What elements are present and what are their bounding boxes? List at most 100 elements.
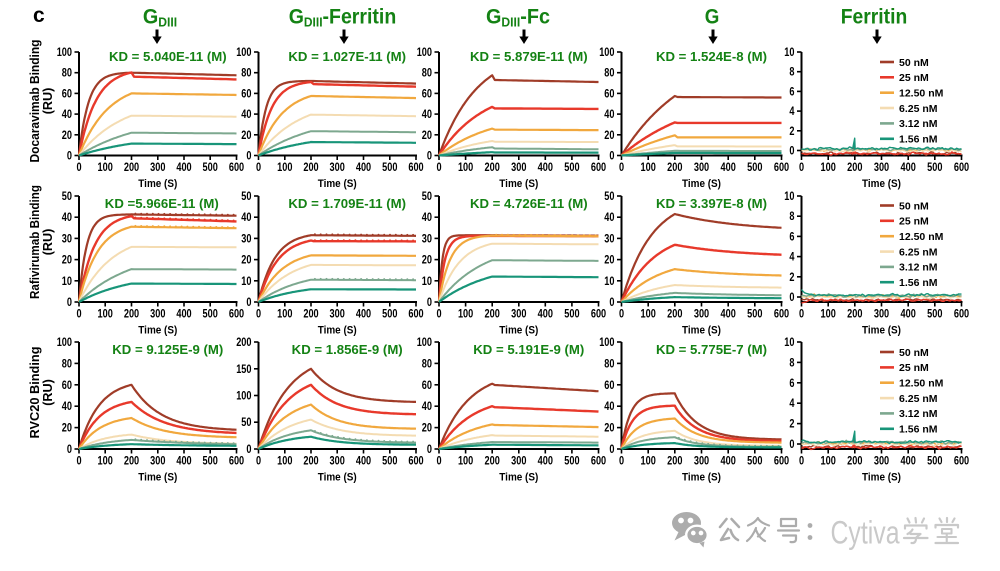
svg-text:Time (S): Time (S) xyxy=(318,178,357,190)
svg-text:600: 600 xyxy=(408,454,423,467)
svg-text:Time (S): Time (S) xyxy=(862,324,901,336)
svg-text:3.12 nM: 3.12 nM xyxy=(899,408,938,420)
svg-text:0: 0 xyxy=(246,443,251,456)
svg-text:200: 200 xyxy=(847,161,862,174)
svg-text:400: 400 xyxy=(176,454,191,467)
svg-text:c: c xyxy=(33,4,45,27)
svg-text:KD = 5.191E-9 (M): KD = 5.191E-9 (M) xyxy=(473,342,584,357)
svg-text:300: 300 xyxy=(694,454,709,467)
svg-text:80: 80 xyxy=(604,357,614,370)
svg-text:40: 40 xyxy=(62,108,72,121)
svg-text:100: 100 xyxy=(458,454,473,467)
svg-text:500: 500 xyxy=(382,161,397,174)
svg-text:KD = 3.397E-8 (M): KD = 3.397E-8 (M) xyxy=(656,196,767,211)
svg-text:600: 600 xyxy=(229,454,244,467)
svg-text:0: 0 xyxy=(76,161,81,174)
svg-text:0: 0 xyxy=(609,443,614,456)
svg-text:4: 4 xyxy=(789,105,795,118)
svg-text:2: 2 xyxy=(789,418,794,431)
svg-text:80: 80 xyxy=(62,357,72,370)
svg-text:500: 500 xyxy=(203,161,218,174)
svg-text:10: 10 xyxy=(62,275,72,288)
svg-text:0: 0 xyxy=(246,150,251,163)
svg-text:200: 200 xyxy=(124,161,139,174)
svg-text:0: 0 xyxy=(436,454,441,467)
svg-text:0: 0 xyxy=(67,150,72,163)
svg-text:60: 60 xyxy=(62,379,72,392)
svg-text:0: 0 xyxy=(789,291,794,304)
svg-text:400: 400 xyxy=(721,161,736,174)
svg-text:0: 0 xyxy=(619,454,624,467)
svg-text:KD = 4.726E-11 (M): KD = 4.726E-11 (M) xyxy=(470,196,588,211)
svg-text:Time (S): Time (S) xyxy=(499,178,538,190)
svg-text:40: 40 xyxy=(604,211,614,224)
svg-text:300: 300 xyxy=(874,307,889,320)
svg-text:6.25 nM: 6.25 nM xyxy=(899,103,938,115)
svg-text:100: 100 xyxy=(641,161,656,174)
svg-text:200: 200 xyxy=(124,307,139,320)
svg-text:400: 400 xyxy=(538,161,553,174)
svg-text:12.50 nM: 12.50 nM xyxy=(899,378,944,390)
svg-text:400: 400 xyxy=(901,161,916,174)
svg-text:200: 200 xyxy=(485,161,500,174)
svg-text:1.56 nM: 1.56 nM xyxy=(899,424,938,436)
svg-text:Time (S): Time (S) xyxy=(862,471,901,483)
svg-text:500: 500 xyxy=(564,161,579,174)
svg-text:50: 50 xyxy=(62,190,72,203)
svg-text:50: 50 xyxy=(604,190,614,203)
svg-text:400: 400 xyxy=(721,454,736,467)
svg-text:200: 200 xyxy=(485,454,500,467)
svg-text:600: 600 xyxy=(408,307,423,320)
svg-text:100: 100 xyxy=(98,307,113,320)
svg-text:300: 300 xyxy=(694,307,709,320)
svg-text:0: 0 xyxy=(427,296,432,309)
svg-text:100: 100 xyxy=(417,336,432,349)
svg-text:Time (S): Time (S) xyxy=(682,324,721,336)
svg-text:10: 10 xyxy=(784,336,794,349)
svg-text:Time (S): Time (S) xyxy=(682,178,721,190)
svg-text:0: 0 xyxy=(246,296,251,309)
svg-text:500: 500 xyxy=(564,307,579,320)
svg-text:500: 500 xyxy=(927,161,942,174)
svg-text:0: 0 xyxy=(609,296,614,309)
svg-text:400: 400 xyxy=(538,454,553,467)
svg-text:300: 300 xyxy=(874,161,889,174)
svg-text:300: 300 xyxy=(150,307,165,320)
svg-text:80: 80 xyxy=(422,67,432,80)
svg-text:20: 20 xyxy=(62,254,72,267)
svg-text:Cytiva: Cytiva xyxy=(831,515,900,551)
svg-text:500: 500 xyxy=(203,454,218,467)
svg-text:0: 0 xyxy=(436,161,441,174)
svg-text:600: 600 xyxy=(229,307,244,320)
svg-text:RVC20 Binding(RU): RVC20 Binding(RU) xyxy=(28,347,55,439)
svg-text:400: 400 xyxy=(901,454,916,467)
svg-text:200: 200 xyxy=(667,307,682,320)
svg-text:300: 300 xyxy=(874,454,889,467)
svg-text:400: 400 xyxy=(721,307,736,320)
svg-text:200: 200 xyxy=(303,307,318,320)
svg-text:300: 300 xyxy=(694,161,709,174)
svg-text:300: 300 xyxy=(511,454,526,467)
svg-text:KD = 1.027E-11 (M): KD = 1.027E-11 (M) xyxy=(288,49,406,64)
svg-text:400: 400 xyxy=(356,454,371,467)
svg-text:0: 0 xyxy=(609,150,614,163)
svg-text:Time (S): Time (S) xyxy=(138,178,177,190)
svg-text:400: 400 xyxy=(356,161,371,174)
svg-text:0: 0 xyxy=(76,454,81,467)
svg-text:400: 400 xyxy=(538,307,553,320)
svg-text:50: 50 xyxy=(241,190,251,203)
svg-text:0: 0 xyxy=(76,307,81,320)
svg-text:0: 0 xyxy=(619,161,624,174)
svg-text:0: 0 xyxy=(427,150,432,163)
svg-text:80: 80 xyxy=(422,357,432,370)
svg-text:50: 50 xyxy=(241,416,251,429)
svg-text:400: 400 xyxy=(356,307,371,320)
svg-text:30: 30 xyxy=(62,232,72,245)
svg-text:200: 200 xyxy=(303,454,318,467)
svg-text:100: 100 xyxy=(98,454,113,467)
svg-text:Ferritin: Ferritin xyxy=(841,5,908,29)
svg-text:500: 500 xyxy=(382,454,397,467)
svg-text:600: 600 xyxy=(774,161,789,174)
svg-text:50 nM: 50 nM xyxy=(899,347,929,359)
svg-text:40: 40 xyxy=(422,211,432,224)
